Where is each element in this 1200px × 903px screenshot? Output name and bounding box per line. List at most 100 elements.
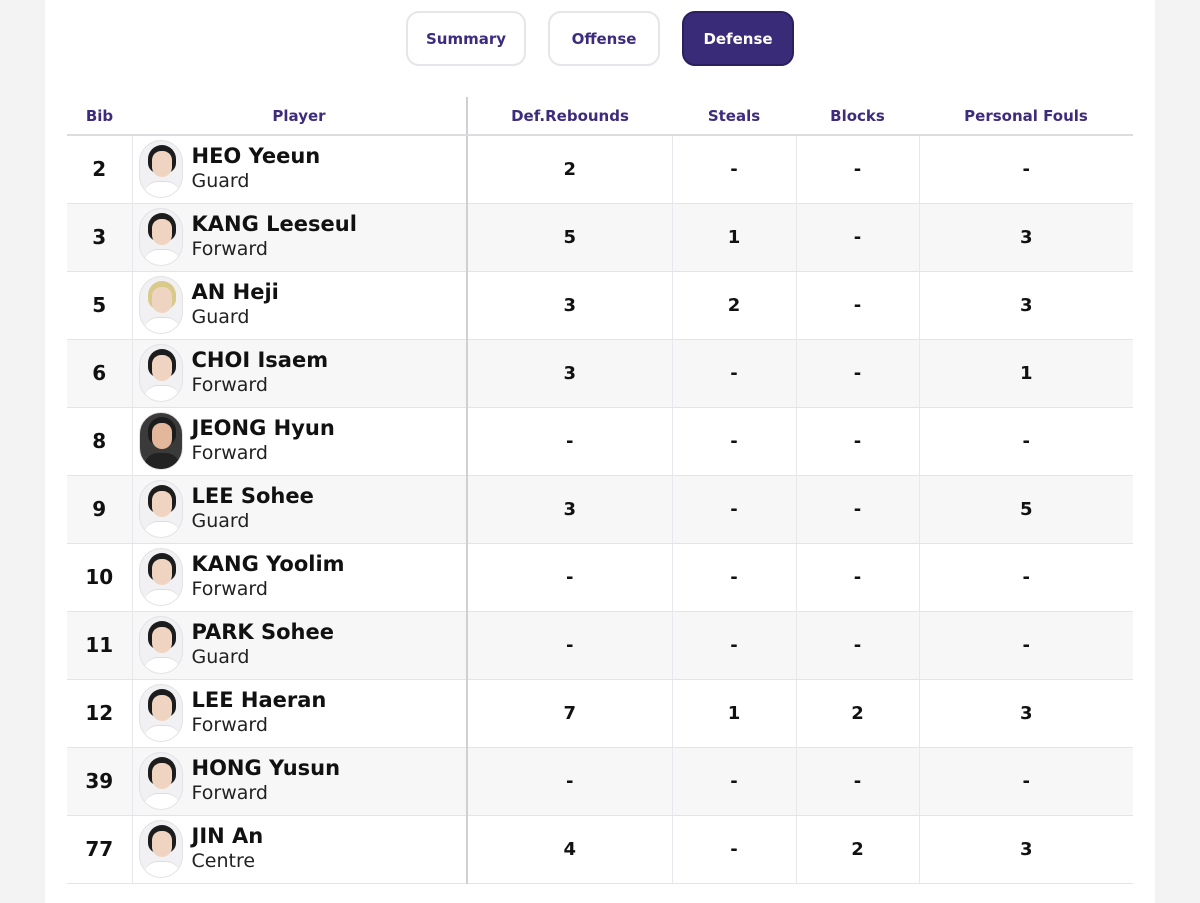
tab-defense[interactable]: Defense (682, 11, 794, 66)
personal-fouls-cell: - (919, 611, 1133, 680)
bib-cell: 39 (67, 747, 133, 816)
table-row: 5 AN Heji Guard 3 2 - 3 (67, 271, 1133, 340)
blocks-cell: 2 (796, 815, 920, 884)
player-name[interactable]: JEONG Hyun (191, 416, 335, 440)
blocks-cell: - (796, 611, 920, 680)
steals-cell: - (672, 475, 797, 544)
player-cell[interactable]: KANG Leeseul Forward (132, 203, 468, 272)
player-position: Forward (191, 238, 268, 260)
def-rebounds-cell: - (467, 611, 673, 680)
steals-cell: 1 (672, 679, 797, 748)
bib-cell: 3 (67, 203, 133, 272)
player-cell[interactable]: HEO Yeeun Guard (132, 135, 468, 204)
steals-cell: - (672, 747, 797, 816)
player-position: Forward (191, 578, 268, 600)
table-row: 8 JEONG Hyun Forward - - - - (67, 407, 1133, 476)
personal-fouls-cell: - (919, 747, 1133, 816)
player-info: CHOI Isaem Forward (138, 344, 467, 402)
stats-panel: Summary Offense Defense Bib Player Def.R… (45, 0, 1155, 903)
column-header-def-rebounds: Def.Rebounds (467, 97, 672, 136)
player-name[interactable]: LEE Sohee (191, 484, 314, 508)
blocks-cell: - (796, 203, 920, 272)
tab-summary[interactable]: Summary (406, 11, 526, 66)
def-rebounds-cell: 5 (467, 203, 673, 272)
player-position: Centre (191, 850, 256, 872)
steals-cell: 1 (672, 203, 797, 272)
blocks-cell: 2 (796, 679, 920, 748)
def-rebounds-cell: - (467, 747, 673, 816)
player-info: AN Heji Guard (138, 276, 467, 334)
player-photo-icon (138, 344, 183, 402)
defense-stats-table: Bib Player Def.Rebounds Steals Blocks Pe… (67, 97, 1133, 884)
table-row: 39 HONG Yusun Forward - - - - (67, 747, 1133, 816)
player-info: JEONG Hyun Forward (138, 412, 467, 470)
tab-offense[interactable]: Offense (548, 11, 660, 66)
player-cell[interactable]: AN Heji Guard (132, 271, 468, 340)
player-name[interactable]: CHOI Isaem (191, 348, 329, 372)
def-rebounds-cell: - (467, 407, 673, 476)
column-header-blocks: Blocks (796, 97, 919, 136)
player-info: LEE Sohee Guard (138, 480, 467, 538)
column-header-steals: Steals (672, 97, 796, 136)
player-info: PARK Sohee Guard (138, 616, 467, 674)
player-cell[interactable]: JIN An Centre (132, 815, 468, 884)
player-photo-icon (138, 140, 183, 199)
player-text: HEO Yeeun Guard (192, 144, 321, 194)
bib-cell: 10 (67, 543, 133, 612)
player-name[interactable]: HEO Yeeun (191, 144, 321, 169)
steals-cell: - (672, 135, 797, 204)
bib-cell: 77 (67, 815, 133, 884)
blocks-cell: - (796, 339, 920, 408)
player-position: Guard (191, 646, 250, 668)
blocks-cell: - (796, 135, 920, 204)
player-name[interactable]: KANG Yoolim (191, 552, 345, 576)
def-rebounds-cell: 4 (467, 815, 673, 884)
player-text: PARK Sohee Guard (192, 620, 334, 670)
player-cell[interactable]: KANG Yoolim Forward (132, 543, 468, 612)
player-position: Guard (191, 306, 250, 328)
player-info: KANG Leeseul Forward (138, 208, 467, 266)
player-name[interactable]: KANG Leeseul (191, 212, 357, 236)
personal-fouls-cell: - (919, 407, 1133, 476)
bib-cell: 2 (67, 135, 133, 204)
player-name[interactable]: AN Heji (191, 280, 279, 304)
player-cell[interactable]: HONG Yusun Forward (132, 747, 468, 816)
steals-cell: - (672, 339, 797, 408)
table-header-row: Bib Player Def.Rebounds Steals Blocks Pe… (67, 97, 1133, 136)
table-row: 2 HEO Yeeun Guard 2 - - - (67, 135, 1133, 204)
player-text: JIN An Centre (192, 824, 264, 874)
player-photo-icon (138, 480, 183, 538)
player-position: Guard (191, 170, 250, 193)
player-name[interactable]: PARK Sohee (191, 620, 334, 644)
player-info: LEE Haeran Forward (138, 684, 467, 742)
player-info: HONG Yusun Forward (138, 752, 467, 810)
player-photo-icon (138, 752, 183, 810)
steals-cell: 2 (672, 271, 797, 340)
table-body: 2 HEO Yeeun Guard 2 - - - 3 (67, 135, 1133, 884)
player-cell[interactable]: CHOI Isaem Forward (132, 339, 468, 408)
player-photo-icon (138, 684, 183, 742)
player-photo-icon (138, 548, 183, 606)
personal-fouls-cell: 1 (919, 339, 1133, 408)
table-row: 11 PARK Sohee Guard - - - - (67, 611, 1133, 680)
player-position: Guard (191, 510, 250, 532)
player-position: Forward (191, 782, 268, 804)
player-text: LEE Haeran Forward (192, 688, 327, 738)
player-name[interactable]: LEE Haeran (191, 688, 327, 712)
blocks-cell: - (796, 407, 920, 476)
player-cell[interactable]: LEE Sohee Guard (132, 475, 468, 544)
personal-fouls-cell: 5 (919, 475, 1133, 544)
personal-fouls-cell: 3 (919, 203, 1133, 272)
player-photo-icon (138, 208, 183, 266)
steals-cell: - (672, 611, 797, 680)
player-cell[interactable]: LEE Haeran Forward (132, 679, 468, 748)
player-name[interactable]: JIN An (191, 824, 264, 848)
steals-cell: - (672, 407, 797, 476)
table-row: 77 JIN An Centre 4 - 2 3 (67, 815, 1133, 884)
player-cell[interactable]: PARK Sohee Guard (132, 611, 468, 680)
player-cell[interactable]: JEONG Hyun Forward (132, 407, 468, 476)
def-rebounds-cell: 3 (467, 271, 673, 340)
bib-cell: 9 (67, 475, 133, 544)
def-rebounds-cell: 3 (467, 339, 673, 408)
player-name[interactable]: HONG Yusun (191, 756, 341, 780)
